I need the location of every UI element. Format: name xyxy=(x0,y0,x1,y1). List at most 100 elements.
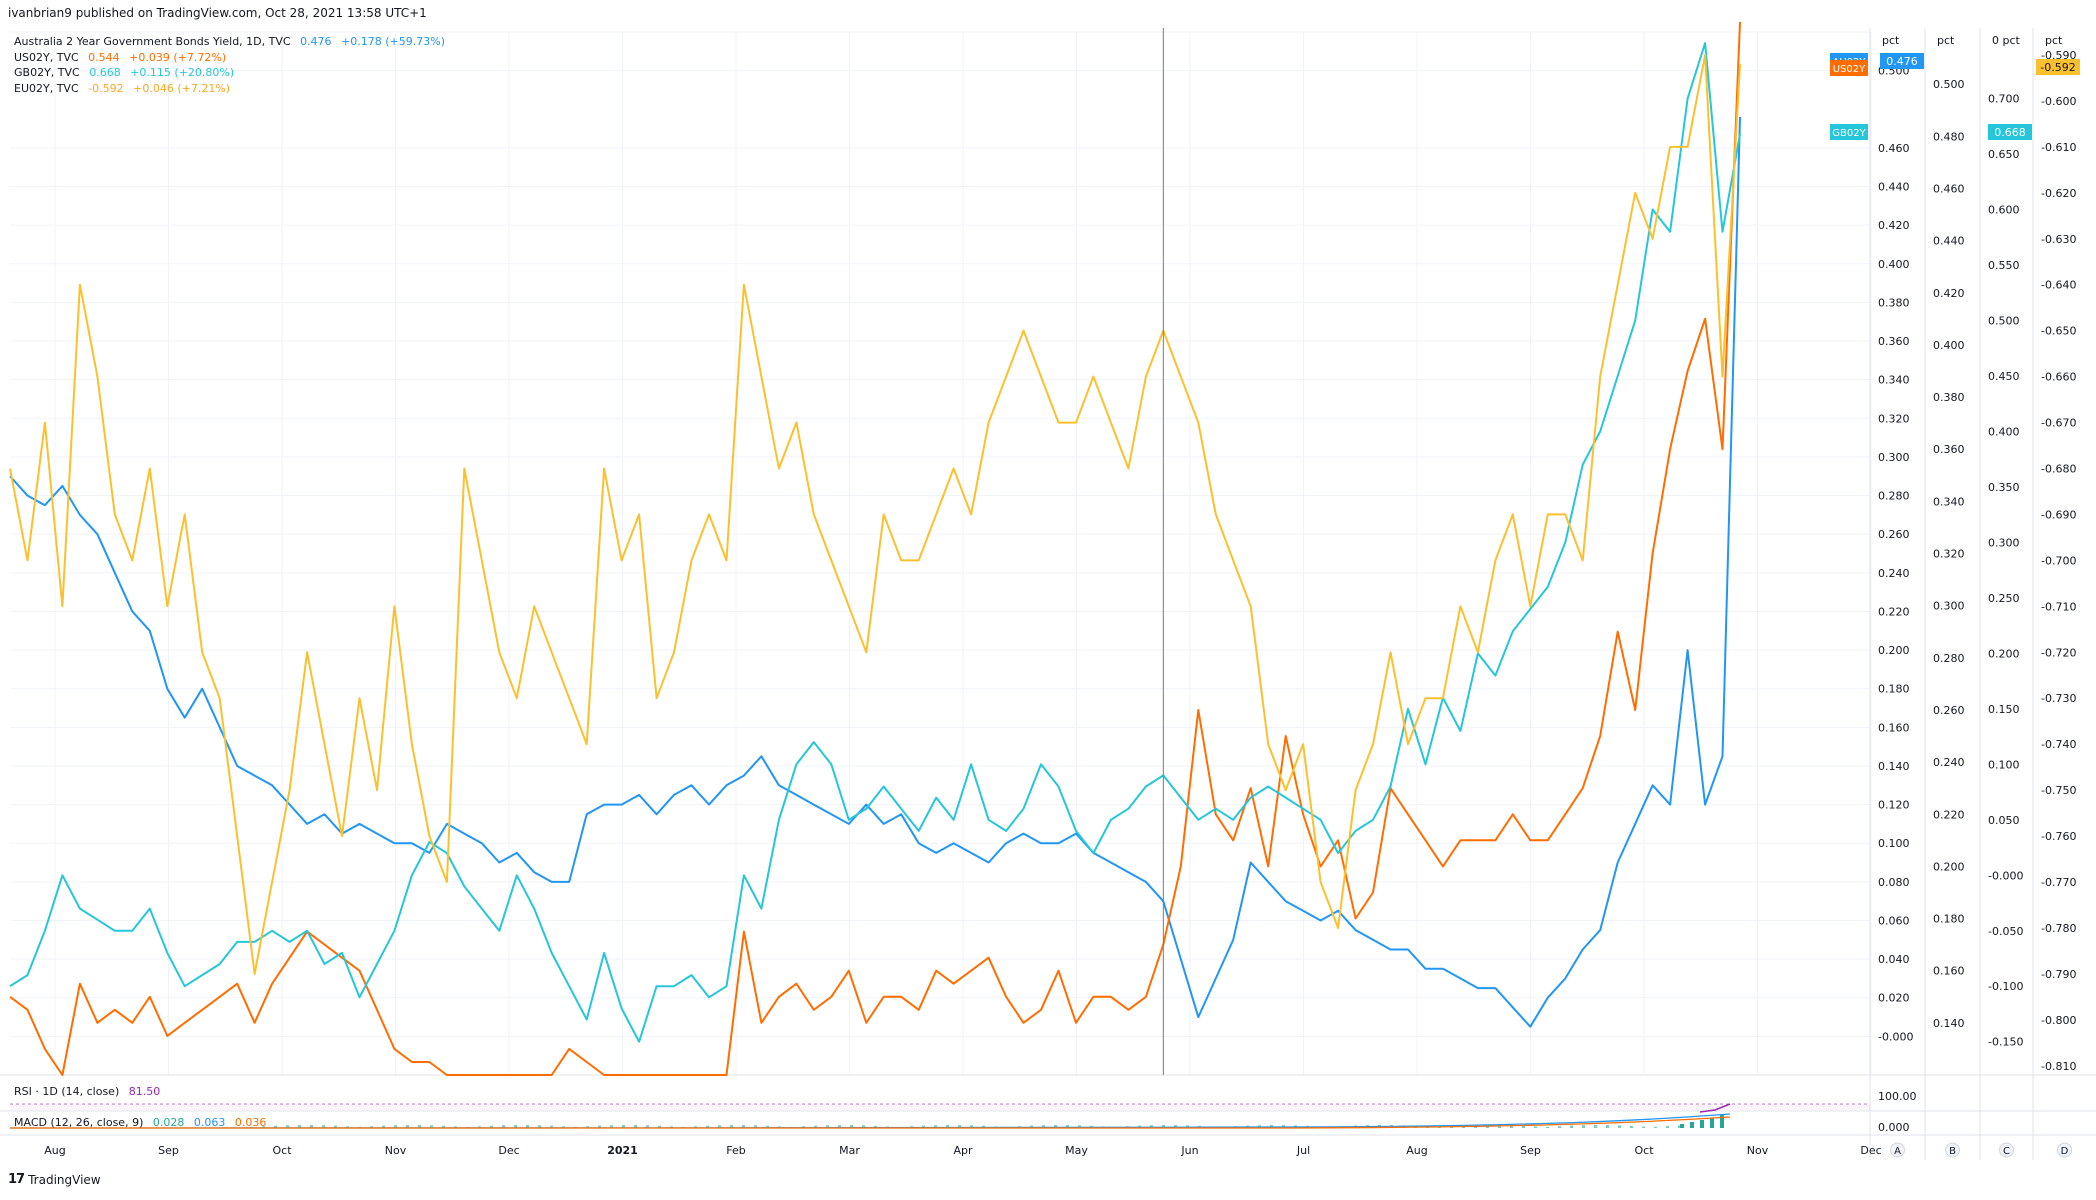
axis-tick-label: 0.320 xyxy=(1933,548,1965,561)
legend-value: 0.668 xyxy=(89,66,121,79)
legend-row-gb[interactable]: GB02Y, TVC 0.668 +0.115 (+20.80%) xyxy=(14,65,445,81)
axis-header: pct xyxy=(2045,34,2063,47)
series-legend: Australia 2 Year Government Bonds Yield,… xyxy=(14,34,445,96)
macd-histogram-bar xyxy=(862,1125,865,1128)
macd-histogram-bar xyxy=(418,1125,421,1128)
axis-tick-label: 0.220 xyxy=(1878,605,1910,618)
macd-histogram-bar xyxy=(598,1125,601,1128)
macd-histogram-bar xyxy=(814,1125,817,1128)
branding[interactable]: 17 TradingView xyxy=(8,1172,101,1187)
macd-histogram-bar xyxy=(610,1125,613,1128)
macd-histogram-bar xyxy=(454,1126,457,1128)
axis-tick-label: 0.040 xyxy=(1878,953,1910,966)
axis-tick-label: 0.400 xyxy=(1933,339,1965,352)
axis-tick-label: 0.420 xyxy=(1878,219,1910,232)
axis-tick-label: 0.150 xyxy=(1988,703,2020,716)
macd-histogram-bar xyxy=(478,1126,481,1128)
macd-histogram-bar xyxy=(442,1125,445,1128)
scale-letter: A xyxy=(1894,1146,1901,1157)
series-line-eu02y xyxy=(9,54,1741,975)
axis-header: 0 pct xyxy=(1992,34,2021,47)
x-axis-tick-label: Feb xyxy=(726,1144,745,1157)
macd-histogram-bar xyxy=(1642,1126,1645,1128)
macd-signal-line xyxy=(9,1116,1731,1129)
axis-tick-label: -0.620 xyxy=(2041,187,2076,200)
axis-tick-label: 0.400 xyxy=(1988,425,2020,438)
axis-tick-label: -0.100 xyxy=(1988,980,2023,993)
macd-histogram-bar xyxy=(1630,1125,1633,1128)
price-tag-value: 0.476 xyxy=(1886,55,1918,68)
series-line-gb02y xyxy=(9,42,1741,1043)
macd-histogram-bar xyxy=(706,1125,709,1128)
axis-tick-label: -0.670 xyxy=(2041,417,2076,430)
macd-histogram-bar xyxy=(1678,1125,1681,1128)
axis-tick-label: 0.380 xyxy=(1878,296,1910,309)
axis-tick-label: 0.140 xyxy=(1878,760,1910,773)
macd-histogram-bar xyxy=(526,1125,529,1128)
axis-tick-label: 0.180 xyxy=(1878,683,1910,696)
scale-button[interactable] xyxy=(2057,1142,2072,1158)
rsi-label: RSI · 1D (14, close) xyxy=(14,1085,120,1098)
axis-tick-label: -0.730 xyxy=(2041,692,2076,705)
tradingview-logo-icon: 17 xyxy=(8,1172,25,1187)
x-axis-tick-label: Sep xyxy=(158,1144,179,1157)
axis-tick-label: 0.380 xyxy=(1933,391,1965,404)
macd-histogram-bar xyxy=(1558,1126,1561,1128)
legend-row-eu[interactable]: EU02Y, TVC -0.592 +0.046 (+7.21%) xyxy=(14,81,445,97)
axis-tick-label: 0.260 xyxy=(1878,528,1910,541)
macd-histogram-bar xyxy=(1666,1126,1669,1128)
macd-histogram-bar xyxy=(406,1125,409,1128)
macd-legend[interactable]: MACD (12, 26, close, 9) 0.028 0.063 0.03… xyxy=(14,1116,266,1129)
macd-histogram-bar xyxy=(946,1125,949,1128)
axis-tick-label: -0.750 xyxy=(2041,784,2076,797)
axis-tick-label: 0.320 xyxy=(1878,412,1910,425)
axis-tick-label: 0.500 xyxy=(1933,78,1965,91)
macd-histogram-bar xyxy=(922,1125,925,1128)
macd-histogram-bar xyxy=(538,1125,541,1128)
axis-tick-label: -0.690 xyxy=(2041,508,2076,521)
legend-row-au[interactable]: Australia 2 Year Government Bonds Yield,… xyxy=(14,34,445,50)
axis-tick-label: -0.660 xyxy=(2041,371,2076,384)
scale-button[interactable] xyxy=(1890,1142,1905,1158)
x-axis-tick-label: Dec xyxy=(1860,1144,1881,1157)
rsi-legend[interactable]: RSI · 1D (14, close) 81.50 xyxy=(14,1085,160,1098)
price-tag-value-bg xyxy=(1880,53,1924,69)
axis-tick-label: -0.760 xyxy=(2041,830,2076,843)
legend-change: +0.178 (+59.73%) xyxy=(341,35,446,48)
macd-histogram-bar xyxy=(958,1125,961,1128)
axis-tick-label: 0.100 xyxy=(1988,758,2020,771)
macd-histogram-bar xyxy=(370,1126,373,1128)
macd-histogram-bar xyxy=(634,1125,637,1128)
macd-histogram-bar xyxy=(1054,1125,1057,1128)
axis-tick-label: 0.460 xyxy=(1878,142,1910,155)
rsi-tick-label: 100.00 xyxy=(1878,1090,1917,1103)
scale-button[interactable] xyxy=(1945,1142,1960,1158)
legend-name: EU02Y, TVC xyxy=(14,81,79,95)
macd-histogram-bar xyxy=(1654,1126,1657,1128)
axis-tick-label: 0.340 xyxy=(1878,374,1910,387)
axis-tick-label: -0.710 xyxy=(2041,600,2076,613)
macd-histogram-bar xyxy=(622,1125,625,1128)
macd-histogram-bar xyxy=(1078,1125,1081,1128)
scale-button[interactable] xyxy=(1999,1142,2014,1158)
macd-histogram-bar xyxy=(838,1125,841,1128)
macd-histogram-bar xyxy=(718,1125,721,1128)
rsi-line xyxy=(1699,1103,1731,1113)
axis-tick-label: -0.000 xyxy=(1988,869,2023,882)
axis-tick-label: 0.450 xyxy=(1988,370,2020,383)
legend-name: US02Y, TVC xyxy=(14,50,79,64)
macd-histogram-bar xyxy=(850,1125,853,1128)
x-axis-tick-label: Apr xyxy=(953,1144,973,1157)
legend-change: +0.046 (+7.21%) xyxy=(133,81,231,95)
macd-value-3: 0.036 xyxy=(234,1116,267,1129)
axis-tick-label: -0.680 xyxy=(2041,462,2076,475)
legend-row-us[interactable]: US02Y, TVC 0.544 +0.039 (+7.72%) xyxy=(14,50,445,66)
macd-histogram-bar xyxy=(550,1125,553,1128)
axis-header: pct xyxy=(1937,34,1955,47)
axis-tick-label: -0.610 xyxy=(2041,141,2076,154)
axis-tick-label: -0.050 xyxy=(1988,925,2023,938)
macd-histogram-bar xyxy=(1582,1125,1585,1128)
x-axis-tick-label: Jun xyxy=(1180,1144,1198,1157)
axis-tick-label: -0.700 xyxy=(2041,554,2076,567)
